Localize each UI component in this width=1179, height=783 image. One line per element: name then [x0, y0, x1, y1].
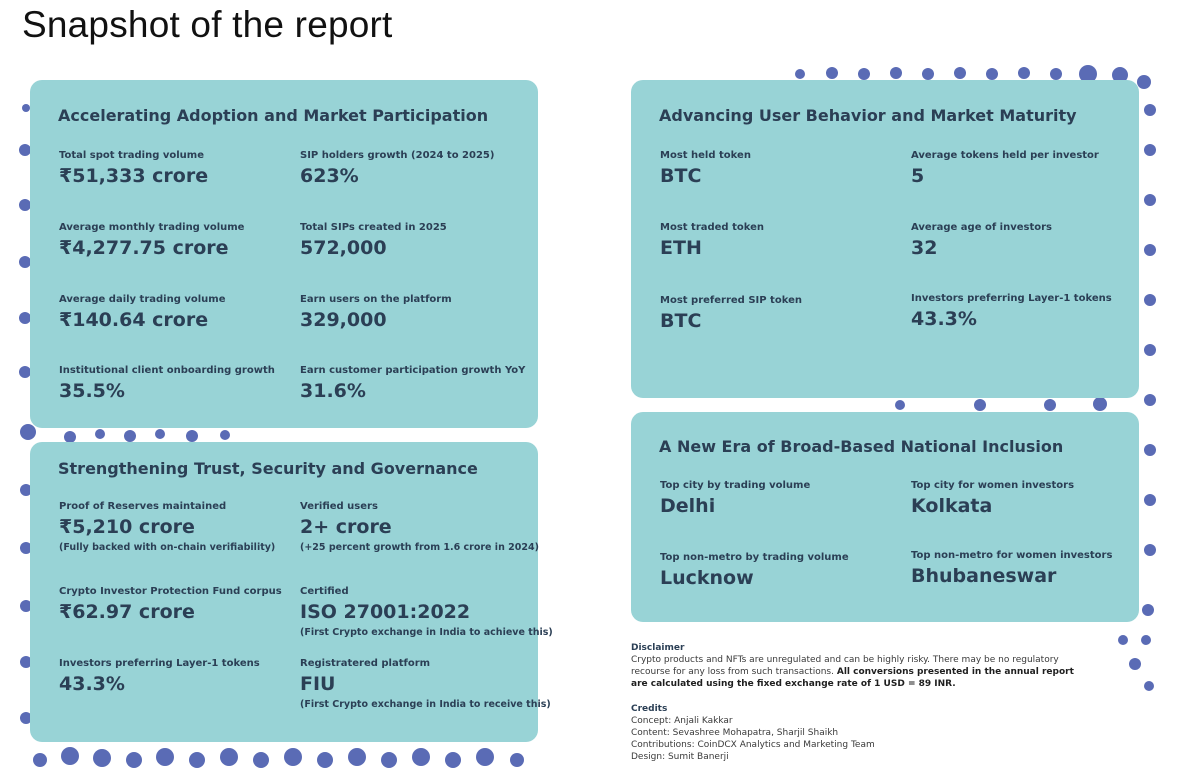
- stat-sip-holders-growth: SIP holders growth (2024 to 2025) 623%: [300, 149, 494, 189]
- stat-value: 623%: [300, 165, 359, 187]
- disclaimer-heading: Disclaimer: [631, 643, 685, 653]
- stat-label: Investors preferring Layer-1 tokens: [911, 293, 1112, 304]
- credits-line: Concept: Anjali Kakkar: [631, 716, 733, 726]
- stat-certified-iso: Certified ISO 27001:2022 (First Crypto e…: [300, 585, 553, 639]
- stat-label: Certified: [300, 586, 349, 597]
- stat-label: Top non-metro for women investors: [911, 550, 1113, 561]
- stat-label: Top city by trading volume: [660, 480, 811, 491]
- stat-value: 35.5%: [59, 380, 125, 402]
- stat-layer1-preference-behavior: Investors preferring Layer-1 tokens 43.3…: [911, 292, 1112, 332]
- stat-label: Total SIPs created in 2025: [300, 222, 447, 233]
- stat-value: ISO 27001:2022: [300, 601, 471, 623]
- stat-value: 31.6%: [300, 380, 366, 402]
- inclusion-card: A New Era of Broad-Based National Inclus…: [631, 412, 1139, 622]
- behavior-card-title: Advancing User Behavior and Market Matur…: [659, 106, 1077, 125]
- stat-value: FIU: [300, 673, 336, 695]
- stat-earn-users: Earn users on the platform 329,000: [300, 293, 452, 333]
- stat-label: Proof of Reserves maintained: [59, 501, 227, 512]
- stat-top-city-trading: Top city by trading volume Delhi: [660, 479, 810, 519]
- trust-card: Strengthening Trust, Security and Govern…: [30, 442, 553, 742]
- stat-label: Crypto Investor Protection Fund corpus: [59, 586, 282, 597]
- credits-heading: Credits: [631, 704, 668, 714]
- stat-most-preferred-sip-token: Most preferred SIP token BTC: [660, 294, 802, 334]
- credits-line: Design: Sumit Banerji: [631, 752, 729, 762]
- stat-value: BTC: [660, 165, 702, 187]
- stat-label: Most preferred SIP token: [660, 295, 802, 306]
- stat-label: Total spot trading volume: [59, 150, 204, 161]
- stat-value: 329,000: [300, 309, 387, 331]
- adoption-card-title: Accelerating Adoption and Market Partici…: [58, 106, 489, 125]
- inclusion-card-title: A New Era of Broad-Based National Inclus…: [659, 437, 1064, 456]
- stat-most-held-token: Most held token BTC: [660, 149, 751, 189]
- stat-investor-protection-fund: Crypto Investor Protection Fund corpus ₹…: [59, 585, 282, 625]
- behavior-card: Advancing User Behavior and Market Matur…: [631, 80, 1139, 398]
- stat-value: ₹4,277.75 crore: [59, 237, 229, 259]
- stat-label: Average age of investors: [911, 222, 1052, 233]
- stat-value: 43.3%: [59, 673, 125, 695]
- stat-average-monthly-trading-volume: Average monthly trading volume ₹4,277.75…: [59, 221, 244, 261]
- stat-average-tokens-held: Average tokens held per investor 5: [911, 149, 1099, 189]
- adoption-card: Accelerating Adoption and Market Partici…: [30, 80, 538, 428]
- stat-value: Lucknow: [660, 567, 754, 589]
- stat-label: Average monthly trading volume: [59, 222, 245, 233]
- stat-layer1-preference: Investors preferring Layer-1 tokens 43.3…: [59, 657, 260, 697]
- credits-line: Contributions: CoinDCX Analytics and Mar…: [631, 740, 875, 750]
- stat-label: Registratered platform: [300, 658, 431, 669]
- stat-top-non-metro-women: Top non-metro for women investors Bhuban…: [911, 549, 1112, 589]
- stat-total-spot-trading-volume: Total spot trading volume ₹51,333 crore: [59, 149, 208, 189]
- stat-note: (+25 percent growth from 1.6 crore in 20…: [300, 542, 539, 553]
- stat-top-city-women: Top city for women investors Kolkata: [911, 479, 1074, 519]
- stat-label: Most held token: [660, 150, 751, 161]
- stat-earn-participation-growth: Earn customer participation growth YoY 3…: [300, 364, 525, 404]
- disclaimer: Disclaimer Crypto products and NFTs are …: [631, 642, 1081, 690]
- stat-value: 2+ crore: [300, 516, 392, 538]
- stat-value: 5: [911, 165, 925, 187]
- stat-most-traded-token: Most traded token ETH: [660, 221, 764, 261]
- stat-label: Most traded token: [660, 222, 765, 233]
- stat-value: Kolkata: [911, 495, 993, 517]
- page-title: Snapshot of the report: [22, 4, 393, 45]
- stat-label: Earn users on the platform: [300, 294, 452, 305]
- stat-value: ₹140.64 crore: [59, 309, 209, 331]
- stat-label: Verified users: [300, 501, 378, 512]
- stat-value: BTC: [660, 310, 702, 332]
- stat-value: 32: [911, 237, 938, 259]
- stat-average-age: Average age of investors 32: [911, 221, 1052, 261]
- stat-label: SIP holders growth (2024 to 2025): [300, 150, 495, 161]
- stat-value: ₹51,333 crore: [59, 165, 209, 187]
- stat-total-sips-created: Total SIPs created in 2025 572,000: [300, 221, 447, 261]
- stat-label: Average daily trading volume: [59, 294, 226, 305]
- stat-label: Top city for women investors: [911, 480, 1075, 491]
- stat-label: Average tokens held per investor: [911, 150, 1099, 161]
- credits: Credits Concept: Anjali Kakkar Content: …: [631, 703, 1081, 763]
- stat-verified-users: Verified users 2+ crore (+25 percent gro…: [300, 500, 539, 554]
- stat-label: Institutional client onboarding growth: [59, 365, 275, 376]
- disclaimer-body: Crypto products and NFTs are unregulated…: [631, 654, 1081, 690]
- disclaimer-bold-text: All conversions presented in the annual …: [631, 667, 1074, 689]
- stat-registered-platform: Registratered platform FIU (First Crypto…: [300, 657, 551, 711]
- stat-proof-of-reserves: Proof of Reserves maintained ₹5,210 cror…: [59, 500, 275, 554]
- stat-value: Delhi: [660, 495, 716, 517]
- stat-label: Top non-metro by trading volume: [660, 552, 849, 563]
- stat-label: Earn customer participation growth YoY: [300, 365, 526, 376]
- disclaimer-text: Crypto products and NFTs are unregulated…: [631, 655, 1059, 677]
- stat-value: ETH: [660, 237, 702, 259]
- stat-top-non-metro-trading: Top non-metro by trading volume Lucknow: [660, 551, 849, 591]
- stat-value: Bhubaneswar: [911, 565, 1057, 587]
- stat-value: ₹62.97 crore: [59, 601, 195, 623]
- stat-note: (First Crypto exchange in India to achie…: [300, 627, 553, 638]
- stat-institutional-onboarding-growth: Institutional client onboarding growth 3…: [59, 364, 275, 404]
- stat-value: 43.3%: [911, 308, 977, 330]
- stat-label: Investors preferring Layer-1 tokens: [59, 658, 260, 669]
- stat-note: (First Crypto exchange in India to recei…: [300, 699, 551, 710]
- stat-average-daily-trading-volume: Average daily trading volume ₹140.64 cro…: [59, 293, 226, 333]
- stat-note: (Fully backed with on-chain verifiabilit…: [59, 542, 276, 553]
- stat-value: 572,000: [300, 237, 387, 259]
- stat-value: ₹5,210 crore: [59, 516, 195, 538]
- credits-line: Content: Sevashree Mohapatra, Sharjil Sh…: [631, 728, 839, 738]
- trust-card-title: Strengthening Trust, Security and Govern…: [58, 459, 478, 478]
